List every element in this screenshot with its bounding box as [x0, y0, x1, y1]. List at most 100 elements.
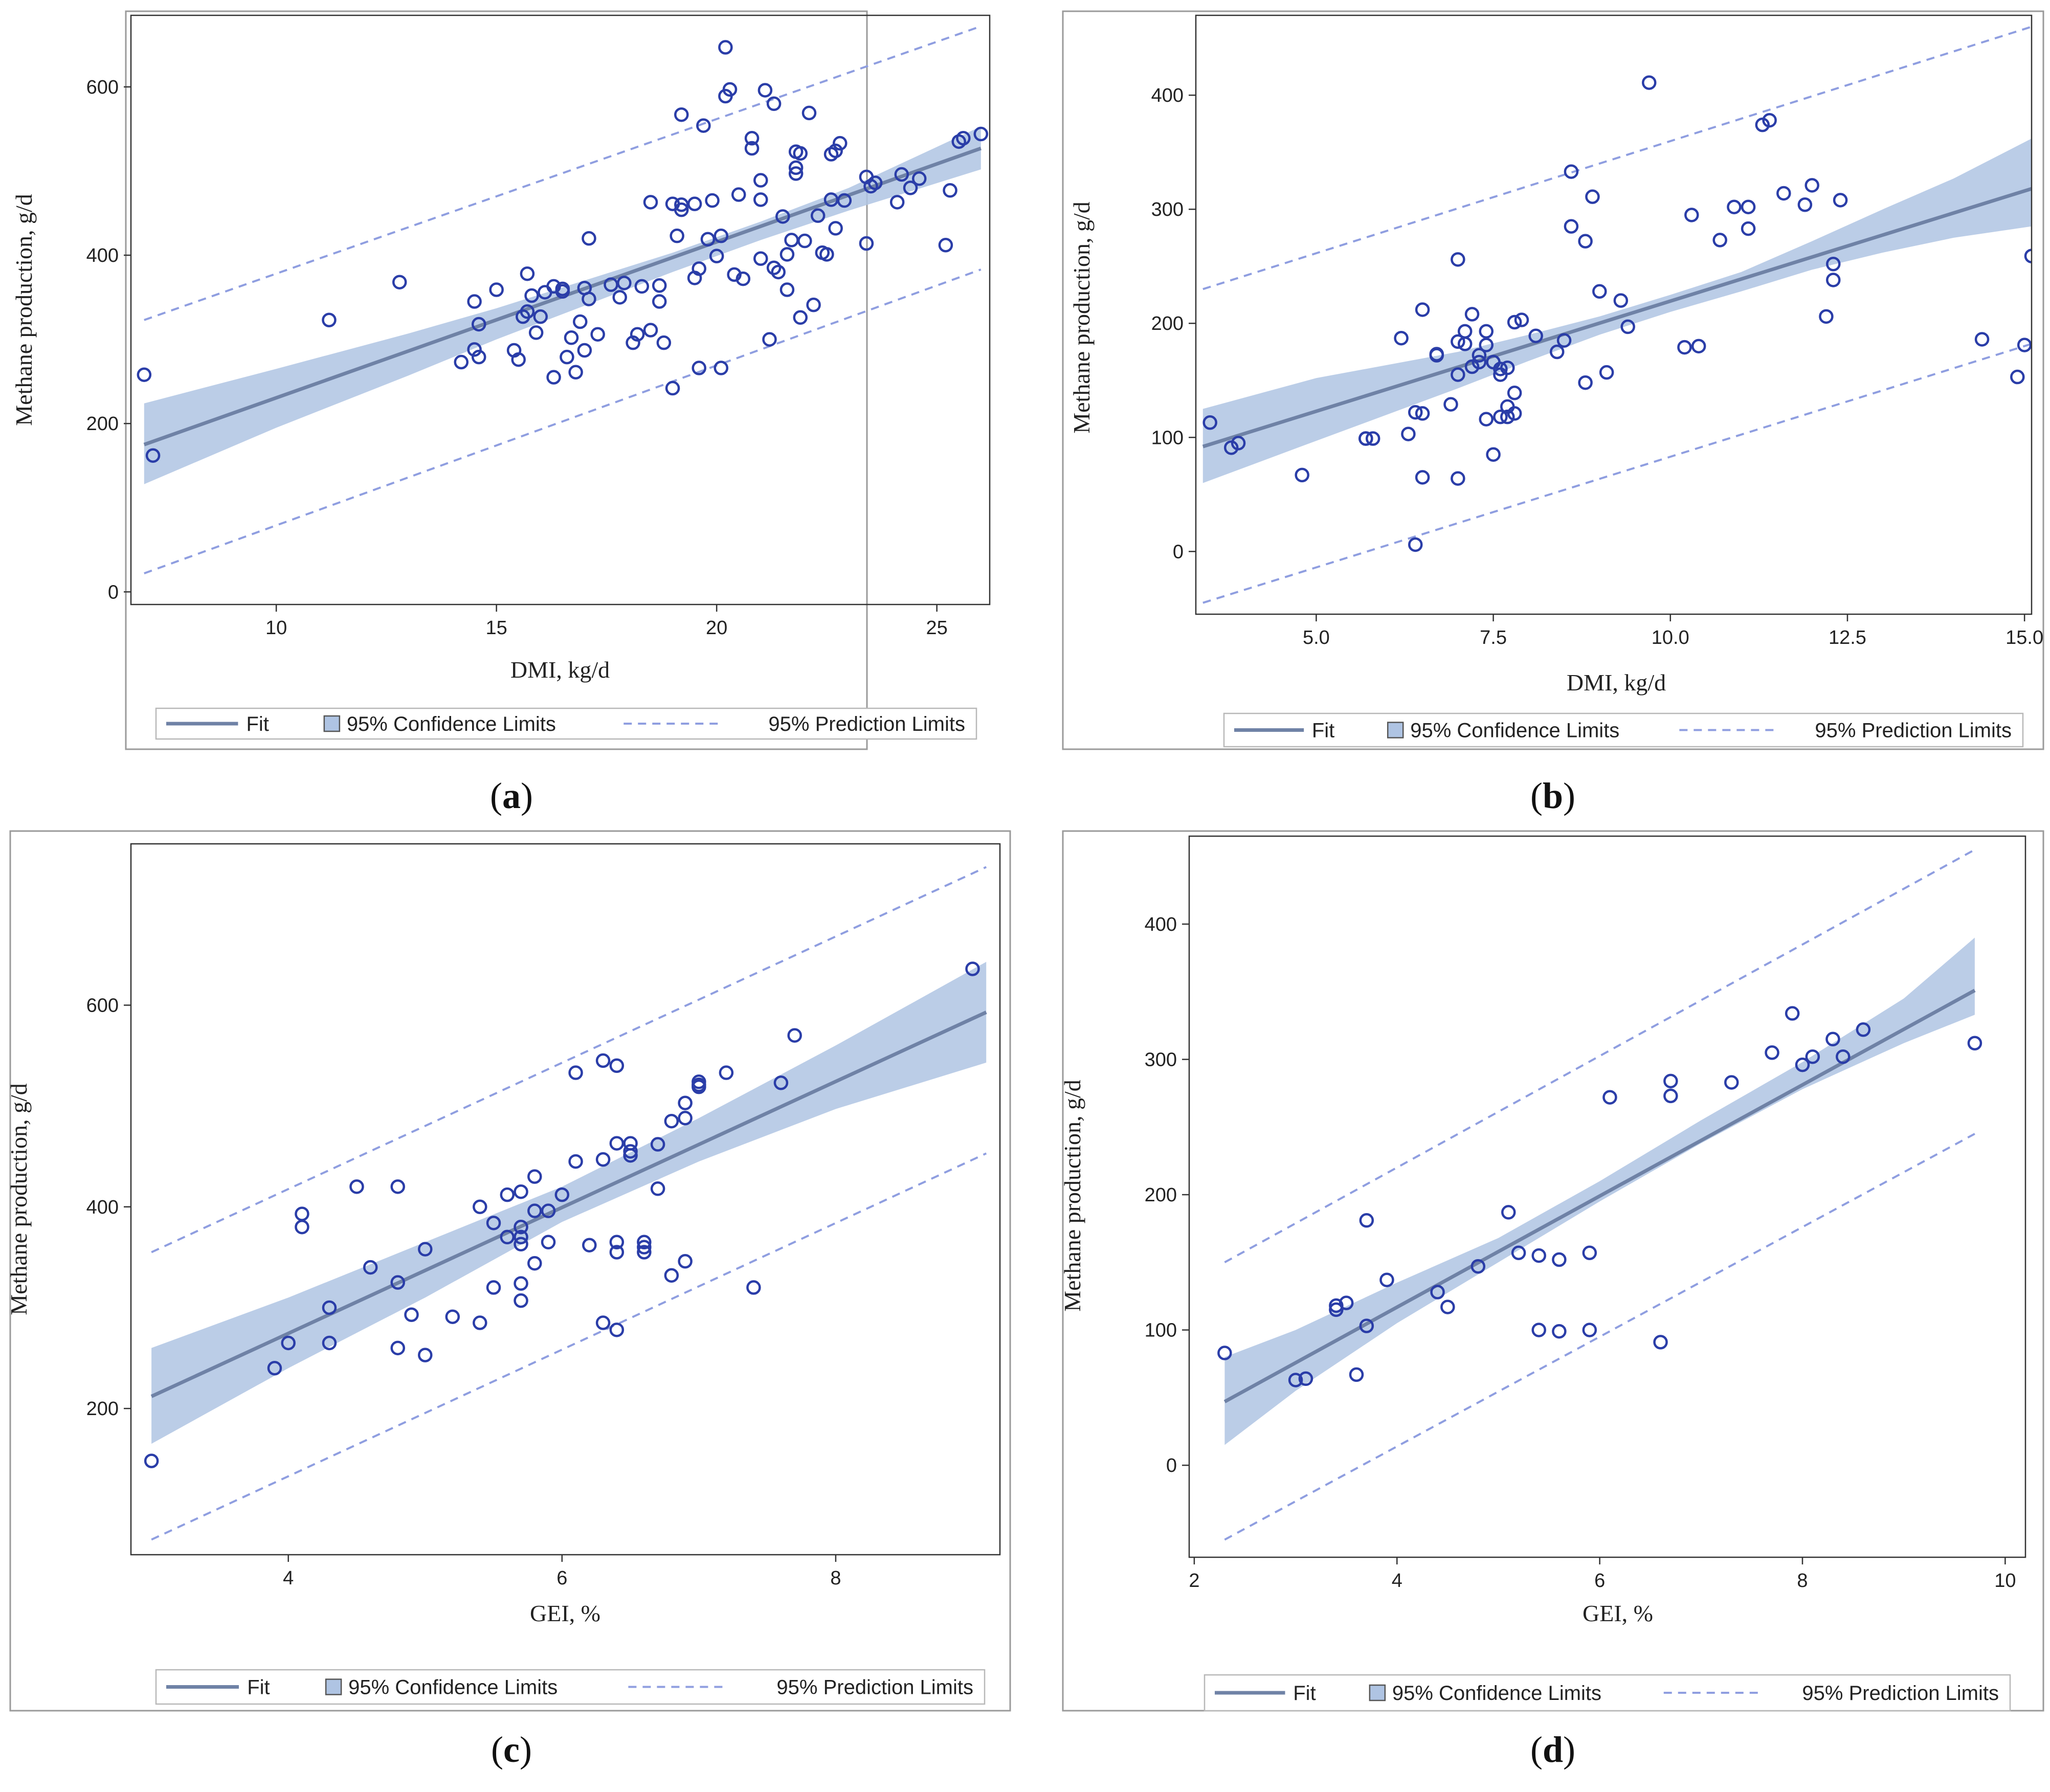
- data-point: [467, 342, 482, 357]
- plot-border: [1188, 835, 2026, 1558]
- panel-a: 10 15 20 25 0 200 400 600 DMI, kg/d Methane produ…: [11, 10, 991, 816]
- data-point: [692, 1074, 706, 1089]
- data-point: [650, 1137, 665, 1152]
- data-point: [1451, 334, 1465, 349]
- data-point: [1493, 362, 1508, 376]
- data-point: [938, 238, 953, 253]
- data-point: [652, 278, 667, 293]
- data-point: [665, 380, 680, 396]
- data-point: [322, 1300, 337, 1315]
- data-point: [1677, 340, 1692, 355]
- data-point: [709, 249, 724, 263]
- x-tick-label: 10.0: [1652, 627, 1689, 648]
- data-point: [1663, 1073, 1678, 1089]
- data-point: [560, 349, 574, 365]
- data-point: [626, 335, 640, 350]
- caption-letter: b: [1543, 775, 1563, 816]
- caption-letter: a: [502, 775, 521, 816]
- data-point: [819, 247, 834, 262]
- caption-letter: d: [1543, 1729, 1563, 1770]
- data-point: [757, 83, 773, 98]
- legend-prediction-label: 95% Prediction Limits: [1815, 720, 2012, 742]
- y-tick-label: 0: [1173, 541, 1184, 563]
- data-point: [762, 332, 777, 347]
- data-point: [643, 323, 658, 338]
- data-point: [692, 1079, 706, 1094]
- data-point: [833, 136, 848, 151]
- fit-line: [150, 1011, 987, 1398]
- panel-caption: (b): [1530, 775, 1575, 816]
- y-axis-label: Methane production, g/d: [11, 194, 37, 426]
- data-point: [528, 325, 544, 340]
- data-point: [612, 290, 627, 305]
- y-axis-label: Methane production, g/d: [1059, 1080, 1085, 1312]
- data-point: [1511, 1245, 1526, 1261]
- x-tick-label: 15.0: [2006, 627, 2043, 648]
- data-point: [696, 118, 711, 133]
- data-point: [828, 221, 843, 236]
- x-tick-label: 5.0: [1303, 627, 1330, 648]
- data-point: [766, 260, 782, 275]
- data-point: [322, 1335, 337, 1351]
- data-point: [390, 1179, 405, 1194]
- data-point: [454, 354, 469, 370]
- data-point: [678, 1254, 693, 1269]
- data-point: [418, 1242, 433, 1257]
- y-tick-label: 400: [86, 245, 119, 266]
- data-point: [1967, 1036, 1982, 1050]
- data-point: [1684, 208, 1699, 222]
- data-point: [473, 1315, 487, 1330]
- y-tick-label: 200: [86, 413, 119, 435]
- data-point: [1451, 367, 1465, 382]
- y-tick-label: 0: [1166, 1455, 1177, 1476]
- data-point: [2024, 249, 2032, 263]
- data-point: [555, 284, 570, 299]
- confidence-band: [1202, 138, 2032, 483]
- x-axis-label: GEI, %: [530, 1600, 600, 1626]
- data-point: [664, 1268, 679, 1283]
- data-point: [390, 1340, 405, 1356]
- caption-open-paren: (: [1530, 775, 1543, 816]
- y-tick-label: 400: [1151, 85, 1184, 106]
- data-point: [773, 1076, 789, 1090]
- data-point: [590, 327, 605, 342]
- legend-confidence-swatch: [323, 715, 341, 732]
- data-point: [1549, 344, 1565, 360]
- data-point: [746, 1280, 761, 1295]
- data-point: [500, 1229, 515, 1245]
- data-point: [514, 1184, 528, 1199]
- data-point: [1408, 537, 1423, 552]
- x-tick-label: 7.5: [1480, 627, 1507, 648]
- confidence-band: [1224, 937, 1975, 1445]
- data-point: [609, 1323, 625, 1337]
- data-point: [714, 228, 729, 243]
- data-point: [533, 309, 548, 324]
- data-point: [718, 40, 733, 55]
- data-point: [349, 1179, 364, 1194]
- data-point: [943, 183, 957, 198]
- data-point: [973, 126, 989, 142]
- legend-fit-label: Fit: [246, 713, 269, 735]
- caption-close-paren: ): [520, 1729, 532, 1770]
- data-point: [1833, 193, 1848, 208]
- data-point: [1663, 1088, 1678, 1104]
- legend-confidence-swatch: [1369, 1684, 1386, 1701]
- data-point: [1401, 427, 1416, 441]
- data-point: [867, 175, 883, 190]
- data-point: [1797, 197, 1813, 212]
- caption-open-paren: (: [491, 1729, 503, 1770]
- data-point: [1974, 332, 1990, 347]
- data-point: [527, 1203, 542, 1218]
- prediction-limit-upper: [151, 866, 987, 1253]
- x-tick-label: 12.5: [1829, 627, 1866, 648]
- data-point: [810, 208, 826, 223]
- data-point: [837, 193, 852, 208]
- y-tick-label: 100: [1151, 427, 1184, 449]
- data-point: [546, 370, 561, 385]
- data-point: [1564, 164, 1579, 179]
- data-point: [609, 1235, 625, 1250]
- data-point: [801, 105, 817, 121]
- panel-caption: (a): [490, 775, 533, 816]
